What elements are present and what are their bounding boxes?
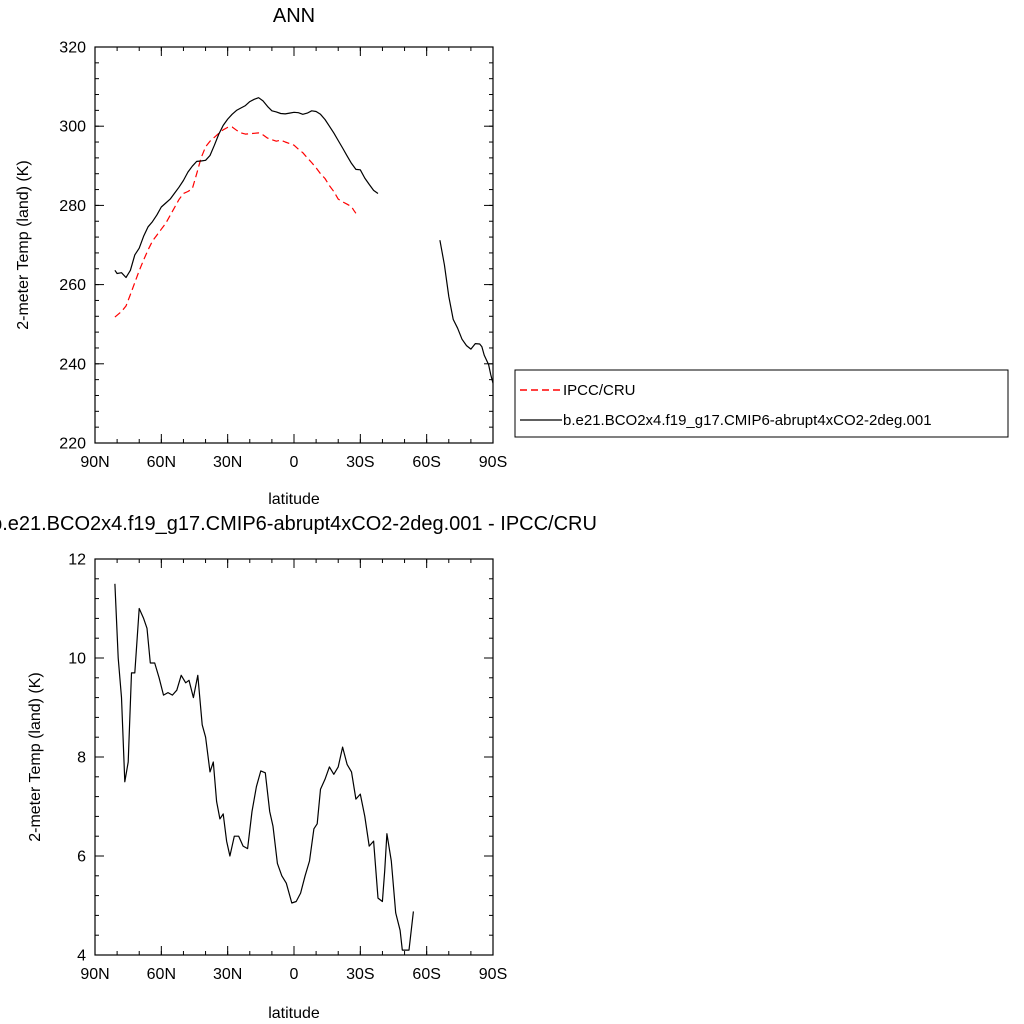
bottom-y-axis-label: 2-meter Temp (land) (K) xyxy=(27,672,44,842)
x-tick-label: 0 xyxy=(290,454,299,471)
bottom-x-axis-label: latitude xyxy=(268,1005,320,1022)
y-tick-label: 240 xyxy=(59,356,86,373)
y-tick-label: 300 xyxy=(59,119,86,136)
y-tick-label: 10 xyxy=(68,651,86,668)
y-tick-label: 4 xyxy=(77,948,86,965)
legend-box xyxy=(514,369,1009,438)
x-tick-label: 30N xyxy=(213,966,242,983)
y-tick-label: 220 xyxy=(59,436,86,453)
top-y-axis-label: 2-meter Temp (land) (K) xyxy=(15,160,32,330)
x-tick-label: 90N xyxy=(80,966,109,983)
x-tick-label: 60N xyxy=(147,454,176,471)
top-panel: ANN 2-meter Temp (land) (K) latitude 90N… xyxy=(15,5,1009,508)
x-tick-label: 60S xyxy=(412,454,440,471)
legend-label-ipcc-cru: IPCC/CRU xyxy=(563,382,636,399)
legend-label-model: b.e21.BCO2x4.f19_g17.CMIP6-abrupt4xCO2-2… xyxy=(563,412,932,429)
x-tick-label: 30S xyxy=(346,454,374,471)
top-x-axis-label: latitude xyxy=(268,491,320,508)
x-tick-label: 90S xyxy=(479,966,507,983)
y-tick-label: 320 xyxy=(59,40,86,57)
y-tick-label: 280 xyxy=(59,198,86,215)
plot-frame xyxy=(94,46,494,444)
legend: IPCC/CRU b.e21.BCO2x4.f19_g17.CMIP6-abru… xyxy=(514,369,1009,438)
top-chart-title: ANN xyxy=(273,5,315,27)
series-line-segment-0 xyxy=(114,583,414,951)
x-tick-label: 30N xyxy=(213,454,242,471)
x-tick-label: 30S xyxy=(346,966,374,983)
y-tick-label: 260 xyxy=(59,277,86,294)
y-tick-label: 8 xyxy=(77,750,86,767)
y-tick-label: 6 xyxy=(77,849,86,866)
x-tick-label: 60N xyxy=(147,966,176,983)
x-tick-label: 90N xyxy=(80,454,109,471)
series-line-ipcc-cru xyxy=(114,126,357,318)
x-tick-label: 90S xyxy=(479,454,507,471)
bottom-chart-title: b.e21.BCO2x4.f19_g17.CMIP6-abrupt4xCO2-2… xyxy=(0,513,597,535)
x-tick-label: 0 xyxy=(290,966,299,983)
series-line-b-e21-bco2x4-f19-g17-cmip6-abrupt4xco2-2deg-001 xyxy=(114,97,379,279)
series-line-segment-2 xyxy=(439,240,494,384)
bottom-panel: b.e21.BCO2x4.f19_g17.CMIP6-abrupt4xCO2-2… xyxy=(0,513,597,1022)
y-tick-label: 12 xyxy=(68,552,86,569)
plot-frame xyxy=(94,558,494,956)
x-tick-label: 60S xyxy=(412,966,440,983)
